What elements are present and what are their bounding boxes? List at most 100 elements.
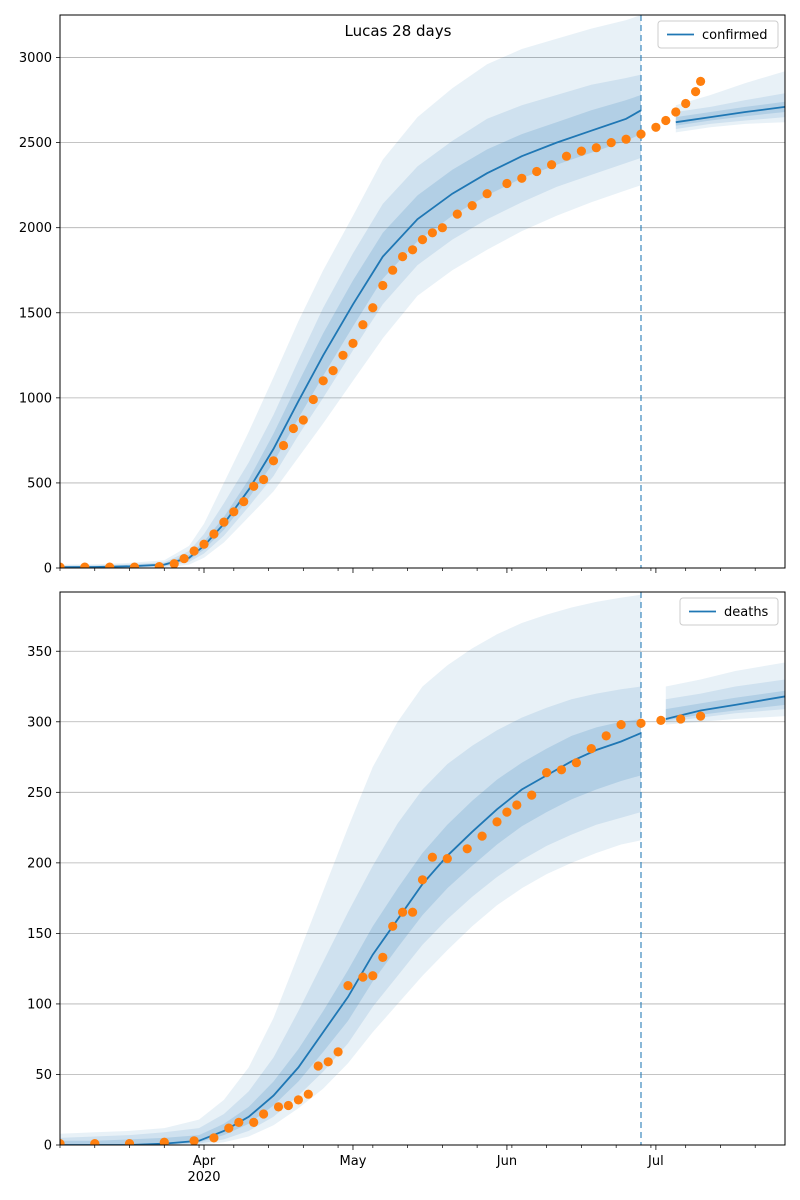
observed-point <box>462 844 472 854</box>
observed-point <box>398 252 408 262</box>
y-tick-label: 3000 <box>19 51 52 66</box>
observed-point <box>80 562 90 568</box>
y-tick-label: 100 <box>27 997 52 1012</box>
y-tick-label: 500 <box>27 476 52 491</box>
observed-point <box>378 952 388 963</box>
observed-point <box>388 265 398 275</box>
uncertainty-band-middle <box>60 686 641 1145</box>
observed-point <box>90 1139 100 1145</box>
observed-point <box>273 1102 284 1112</box>
observed-point <box>408 245 418 255</box>
observed-point <box>696 76 706 86</box>
observed-point <box>586 744 596 754</box>
observed-point <box>298 415 308 425</box>
observed-point <box>492 817 502 827</box>
observed-point <box>502 807 512 817</box>
y-tick-label: 0 <box>44 562 52 577</box>
observed-point <box>283 1100 293 1111</box>
y-tick-label: 150 <box>27 927 52 942</box>
observed-point <box>124 1139 135 1145</box>
observed-point <box>179 554 189 564</box>
observed-point <box>368 971 378 981</box>
model-median-line <box>665 695 785 720</box>
observed-point <box>671 107 681 117</box>
observed-point <box>154 562 164 568</box>
observed-point <box>358 320 368 330</box>
observed-point <box>651 122 661 132</box>
axes-frame <box>59 591 786 1146</box>
observed-point <box>303 1089 313 1099</box>
observed-point <box>556 765 567 775</box>
legend: confirmed <box>657 20 779 49</box>
model-median-line <box>675 106 785 124</box>
observed-point <box>417 875 428 885</box>
observed-point <box>636 718 646 728</box>
plot-area <box>60 15 785 568</box>
observed-point <box>60 562 65 568</box>
observed-point <box>656 715 666 726</box>
y-tick-label: 200 <box>27 856 52 871</box>
observed-point <box>388 921 398 931</box>
observed-point <box>467 201 477 211</box>
observed-point <box>408 907 418 917</box>
observed-point <box>348 338 358 348</box>
observed-point <box>60 1139 65 1145</box>
observed-point <box>159 1137 169 1145</box>
y-tick-label: 2000 <box>19 221 52 236</box>
observed-point <box>482 189 492 199</box>
y-tick-label: 250 <box>27 786 52 801</box>
observed-point <box>696 711 706 721</box>
observed-point <box>338 350 348 360</box>
observed-point <box>452 209 462 219</box>
observed-point <box>358 972 368 982</box>
observed-point <box>105 562 115 568</box>
legend-box <box>679 597 779 626</box>
observed-point <box>427 852 437 862</box>
legend: deaths <box>679 597 779 626</box>
observed-point <box>636 129 646 139</box>
observed-point <box>681 98 691 109</box>
y-tick-label: 1000 <box>19 391 52 406</box>
observed-point <box>249 481 259 491</box>
uncertainty-band-outer <box>675 71 785 133</box>
observed-point <box>259 1109 269 1119</box>
observed-point <box>268 456 279 466</box>
observed-point <box>224 1123 234 1133</box>
observed-point <box>209 529 219 539</box>
observed-point <box>527 790 537 800</box>
legend-box <box>657 20 779 49</box>
observed-point <box>333 1047 343 1057</box>
y-tick-label: 50 <box>35 1068 52 1083</box>
x-tick-label: May <box>340 1154 367 1169</box>
legend-label: deaths <box>724 605 769 620</box>
observed-point <box>477 831 487 841</box>
observed-point <box>368 303 378 313</box>
observed-point <box>616 720 626 730</box>
observed-point <box>417 235 428 245</box>
uncertainty-band-outer <box>665 662 785 725</box>
x-tick-label: Apr <box>193 1154 216 1169</box>
observed-point <box>229 507 239 517</box>
x-tick-label: Jul <box>647 1154 664 1169</box>
observed-point <box>378 280 388 291</box>
observed-point <box>691 87 701 97</box>
observed-point <box>517 173 527 183</box>
observed-point <box>308 394 318 405</box>
y-tick-label: 1500 <box>19 306 52 321</box>
observed-point <box>199 539 209 549</box>
x-tick-label: Jun <box>496 1154 517 1169</box>
observed-point <box>547 160 557 170</box>
observed-point <box>661 115 671 126</box>
observed-point <box>234 1117 244 1127</box>
observed-point <box>219 517 229 527</box>
observed-point <box>561 151 572 161</box>
observed-point <box>442 854 452 864</box>
plot-area <box>60 592 785 1145</box>
uncertainty-band-outer <box>60 594 641 1145</box>
observed-point <box>278 440 289 451</box>
observed-point <box>542 768 552 778</box>
y-tick-label: 350 <box>27 645 52 660</box>
